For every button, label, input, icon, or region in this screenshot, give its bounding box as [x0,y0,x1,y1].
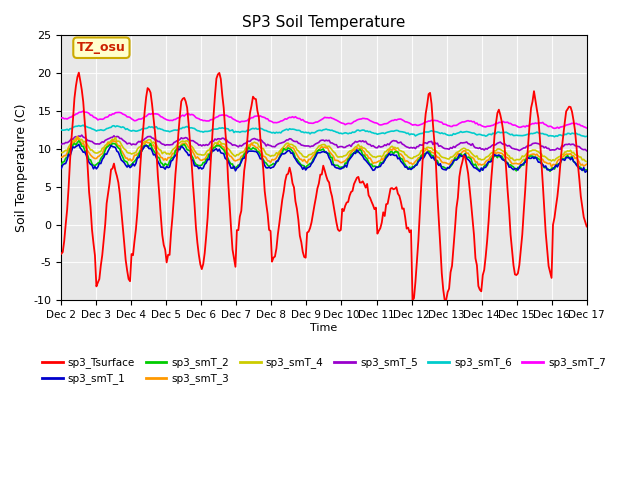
Text: TZ_osu: TZ_osu [77,41,126,54]
Title: SP3 Soil Temperature: SP3 Soil Temperature [243,15,406,30]
X-axis label: Time: Time [310,323,337,333]
Legend: sp3_Tsurface, sp3_smT_1, sp3_smT_2, sp3_smT_3, sp3_smT_4, sp3_smT_5, sp3_smT_6, : sp3_Tsurface, sp3_smT_1, sp3_smT_2, sp3_… [38,353,611,389]
Y-axis label: Soil Temperature (C): Soil Temperature (C) [15,104,28,232]
